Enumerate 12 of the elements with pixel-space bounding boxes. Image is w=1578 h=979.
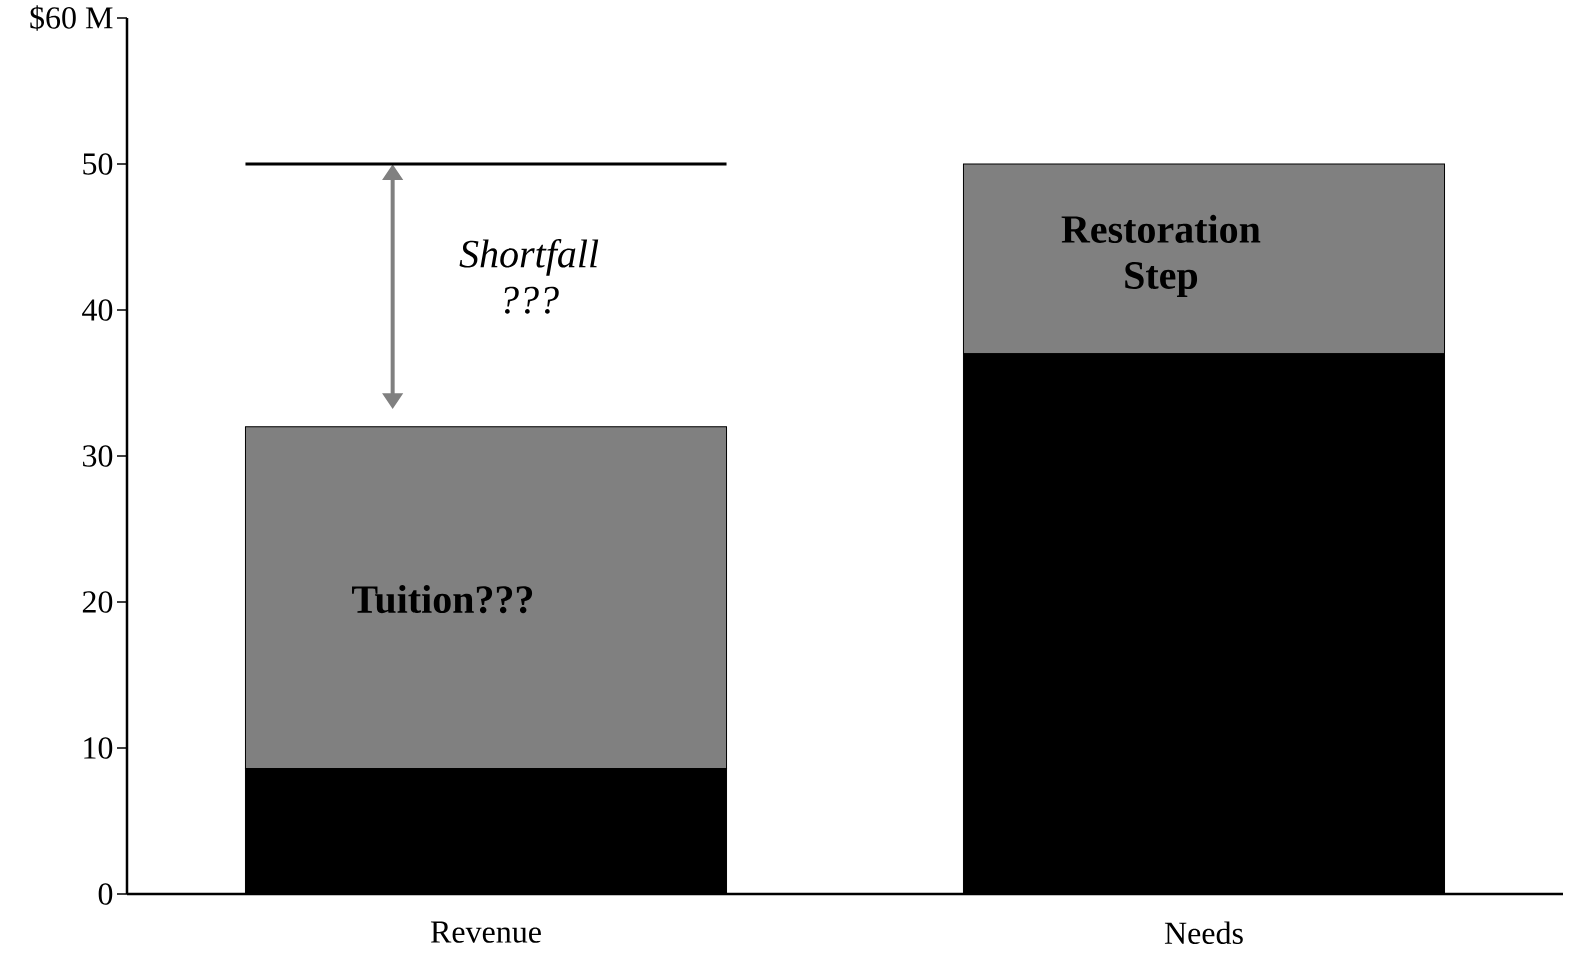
x-tick-label: Revenue [430, 921, 541, 943]
x-tick-label: Needs [1164, 921, 1243, 945]
y-tick-label: 50 [83, 153, 113, 175]
y-tick-label: 0 [98, 883, 113, 905]
y-tick-label: 10 [84, 737, 113, 759]
y-tick-label: 30 [83, 445, 113, 467]
y-tick-label: 40 [82, 299, 113, 321]
annotation: Restoration Step [1061, 214, 1261, 298]
annotation: Tuition??? [352, 584, 533, 614]
y-tick-label: $60 M [30, 5, 113, 31]
annotation: Shortfall ??? [459, 239, 599, 314]
y-tick-label: 20 [82, 591, 113, 613]
